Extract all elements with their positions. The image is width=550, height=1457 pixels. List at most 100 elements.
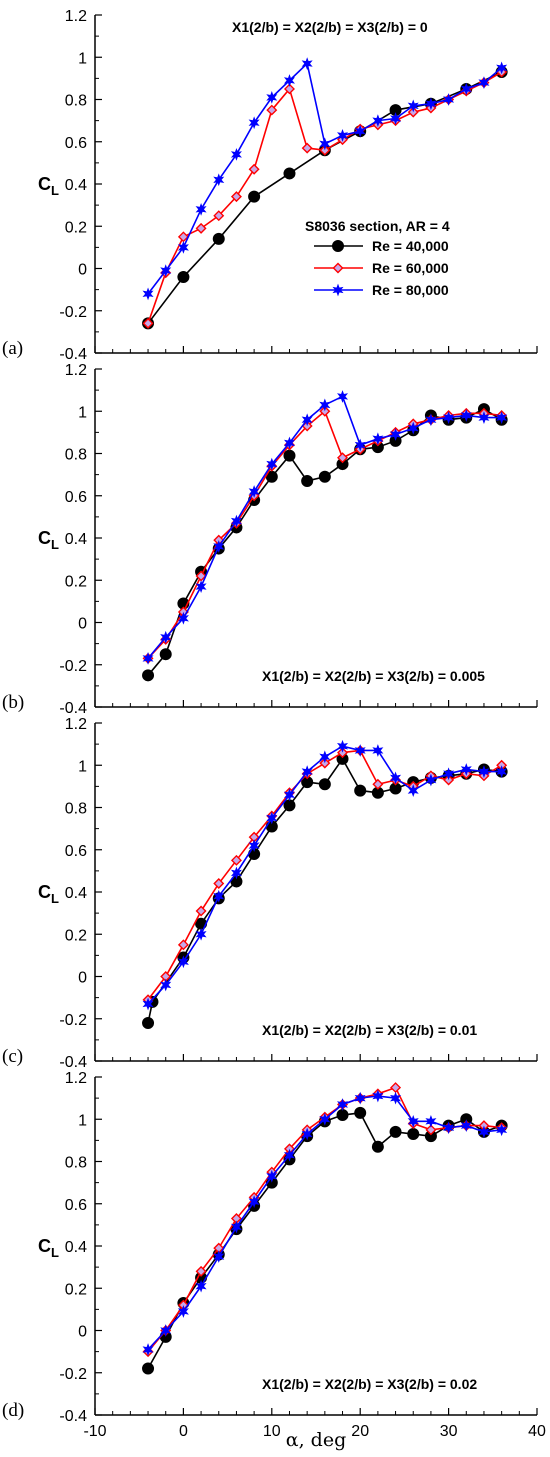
y-tick-label: -0.2 xyxy=(59,1366,87,1383)
data-point xyxy=(407,99,419,113)
data-point xyxy=(283,799,296,812)
data-point xyxy=(142,669,155,682)
data-point xyxy=(372,778,384,790)
y-axis-label-sub: L xyxy=(51,891,59,906)
data-point xyxy=(337,390,349,403)
data-point xyxy=(301,57,313,70)
y-tick-label: -0.4 xyxy=(59,1408,87,1425)
data-point xyxy=(142,652,154,665)
data-point xyxy=(230,191,242,203)
y-tick-label: 1 xyxy=(78,1112,87,1129)
data-point xyxy=(159,648,172,661)
data-point xyxy=(372,114,384,127)
y-axis-label-main: C xyxy=(38,882,51,902)
x-tick-label: 40 xyxy=(528,1423,546,1440)
data-point xyxy=(478,76,490,89)
data-point xyxy=(407,421,419,435)
y-tick-label: 1.2 xyxy=(65,362,87,379)
y-tick-label: 0.2 xyxy=(65,1281,87,1298)
legend-title: S8036 section, AR = 4 xyxy=(305,218,450,234)
panel-3: -0.4 -0.2 0 0.2 0.4 0.6 0.8 1 1.2 -10 0 10 20 30 40 CL (… xyxy=(2,1070,546,1440)
panel-0: -0.4 -0.2 0 0.2 0.4 0.6 0.8 1 1.2 CL (a) X1(2/b) = … xyxy=(2,8,538,363)
x-axis-label: α, deg xyxy=(286,1429,346,1451)
data-point xyxy=(478,1125,490,1139)
y-axis-label-main: C xyxy=(38,528,51,548)
legend: S8036 section, AR = 4 Re = 40,000 Re = 60,… xyxy=(305,218,450,298)
y-tick-label: -0.2 xyxy=(59,1012,87,1029)
data-point xyxy=(213,1250,225,1263)
y-tick-label: 0.6 xyxy=(65,1197,87,1214)
y-tick-label: 0.6 xyxy=(65,489,87,506)
y-tick-label: 0 xyxy=(78,616,87,633)
data-point xyxy=(177,939,189,951)
data-point xyxy=(354,784,367,797)
data-point xyxy=(142,287,154,301)
data-point xyxy=(337,452,349,464)
data-point xyxy=(319,137,331,151)
data-point xyxy=(213,889,225,903)
data-point xyxy=(425,413,437,427)
data-point xyxy=(248,190,261,203)
x-tick-label: -10 xyxy=(83,1423,106,1440)
y-tick-label: 0 xyxy=(78,970,87,987)
y-axis-label-main: C xyxy=(38,1236,51,1256)
data-point xyxy=(371,1140,384,1153)
y-tick-label: 0.4 xyxy=(65,1239,87,1256)
legend-entry: Re = 60,000 xyxy=(372,260,449,276)
data-point xyxy=(283,83,295,95)
data-point xyxy=(266,91,278,104)
y-tick-label: 1.2 xyxy=(65,8,87,25)
y-tick-label: 0.2 xyxy=(65,219,87,236)
data-point xyxy=(443,411,455,424)
data-point xyxy=(195,1279,207,1293)
data-point xyxy=(390,1091,402,1105)
y-tick-label: 0.4 xyxy=(65,885,87,902)
data-point xyxy=(195,1265,207,1277)
data-point xyxy=(283,788,295,802)
data-point xyxy=(142,997,154,1011)
data-point xyxy=(407,1114,419,1128)
data-point xyxy=(301,765,313,778)
data-point xyxy=(160,1324,172,1337)
y-tick-label: 1.2 xyxy=(65,716,87,733)
x-tick-label: 30 xyxy=(440,1423,458,1440)
data-point xyxy=(318,778,331,791)
data-point xyxy=(160,978,172,992)
legend-marker xyxy=(332,262,344,274)
data-point xyxy=(177,1305,189,1318)
data-point xyxy=(266,1169,278,1183)
data-point xyxy=(248,485,260,498)
data-point xyxy=(301,142,313,154)
data-point xyxy=(301,1127,313,1141)
data-point xyxy=(354,1091,366,1105)
data-point xyxy=(390,428,402,441)
data-point xyxy=(212,232,225,245)
y-tick-label: -0.2 xyxy=(59,304,87,321)
y-tick-label: 0.6 xyxy=(65,135,87,152)
data-point xyxy=(319,750,331,764)
data-point xyxy=(460,763,472,776)
series-2 xyxy=(142,57,508,301)
data-point xyxy=(425,1124,437,1136)
data-point xyxy=(177,270,190,283)
data-point xyxy=(213,540,225,553)
x-tick-label: 0 xyxy=(179,1423,188,1440)
data-point xyxy=(443,1121,455,1135)
data-point xyxy=(496,765,508,778)
data-point xyxy=(266,811,278,825)
y-tick-label: 0.2 xyxy=(65,573,87,590)
data-point xyxy=(266,457,278,471)
data-point xyxy=(283,74,295,87)
data-point xyxy=(478,765,490,778)
data-point xyxy=(425,773,437,787)
y-axis-label: CL xyxy=(38,1236,59,1260)
data-point xyxy=(283,436,295,450)
data-point xyxy=(319,1112,331,1126)
data-point xyxy=(177,955,189,969)
y-tick-label: -0.4 xyxy=(59,700,87,717)
y-tick-label: -0.4 xyxy=(59,346,87,363)
data-point xyxy=(195,202,207,216)
data-point xyxy=(230,854,242,866)
data-point xyxy=(266,104,278,116)
